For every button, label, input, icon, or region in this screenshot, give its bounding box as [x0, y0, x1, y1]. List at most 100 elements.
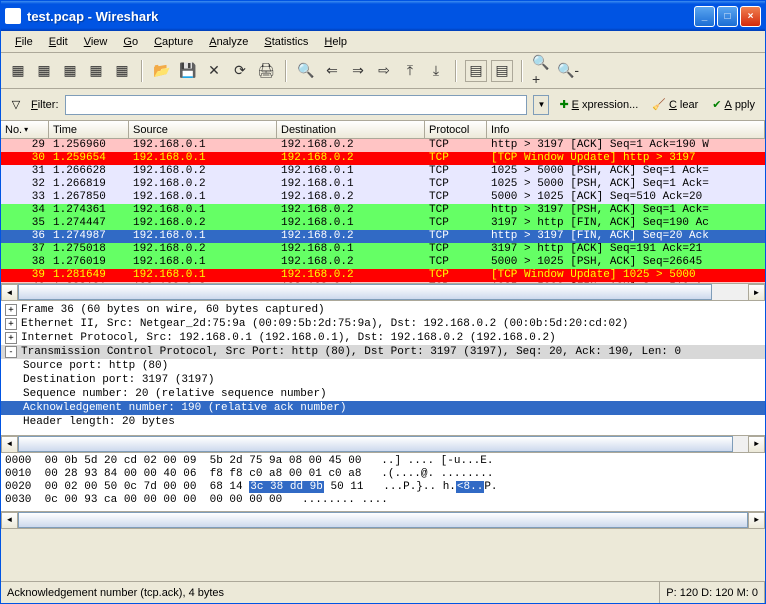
detail-row[interactable]: Destination port: 3197 (3197) [1, 373, 765, 387]
maximize-button[interactable]: □ [717, 6, 738, 27]
tb-sep [521, 60, 523, 82]
detail-row[interactable]: +Frame 36 (60 bytes on wire, 60 bytes ca… [1, 303, 765, 317]
tb-zoomin-icon[interactable]: 🔍+ [531, 60, 553, 82]
expand-icon[interactable]: + [5, 304, 17, 316]
packet-list-scroll-h[interactable]: ◄ ► [1, 283, 765, 300]
minimize-button[interactable]: _ [694, 6, 715, 27]
hex-row[interactable]: 0010 00 28 93 84 00 00 40 06 f8 f8 c0 a8… [5, 468, 761, 481]
menu-capture[interactable]: Capture [146, 34, 201, 50]
detail-row[interactable]: +Ethernet II, Src: Netgear_2d:75:9a (00:… [1, 317, 765, 331]
expand-icon[interactable]: + [5, 332, 17, 344]
scroll-left-icon[interactable]: ◄ [1, 284, 18, 301]
packet-row[interactable]: 321.266819192.168.0.2192.168.0.1TCP1025 … [1, 178, 765, 191]
detail-row[interactable]: Acknowledgement number: 190 (relative ac… [1, 401, 765, 415]
detail-row[interactable]: +Internet Protocol, Src: 192.168.0.1 (19… [1, 331, 765, 345]
scroll-thumb[interactable] [18, 436, 733, 452]
col-protocol[interactable]: Protocol [425, 121, 487, 138]
expand-icon[interactable]: - [5, 346, 17, 358]
clear-button[interactable]: 🧹 Clear [648, 98, 702, 111]
col-info[interactable]: Info [487, 121, 765, 138]
tb-autoscroll-icon[interactable]: ▤ [491, 60, 513, 82]
col-time[interactable]: Time [49, 121, 129, 138]
tb-open-icon[interactable]: 📂 [151, 60, 173, 82]
packet-details-pane: +Frame 36 (60 bytes on wire, 60 bytes ca… [1, 301, 765, 453]
scroll-thumb[interactable] [18, 284, 712, 300]
col-source[interactable]: Source [129, 121, 277, 138]
close-button[interactable]: × [740, 6, 761, 27]
packet-row[interactable]: 361.274987192.168.0.1192.168.0.2TCPhttp … [1, 230, 765, 243]
tb-stop-icon[interactable]: ▦ [85, 60, 107, 82]
col-destination[interactable]: Destination [277, 121, 425, 138]
tb-colorize-icon[interactable]: ▤ [465, 60, 487, 82]
menu-file[interactable]: File [7, 34, 41, 50]
filter-label: Filter: [31, 99, 59, 111]
menu-view[interactable]: View [76, 34, 116, 50]
main-toolbar: ▦ ▦ ▦ ▦ ▦ 📂 💾 ✕ ⟳ 🖨 🔍 ⇐ ⇒ ⇨ ⤒ ⤓ ▤ ▤ 🔍+ 🔍… [1, 53, 765, 89]
menu-statistics[interactable]: Statistics [256, 34, 316, 50]
tb-goto-icon[interactable]: ⇨ [373, 60, 395, 82]
scroll-thumb[interactable] [18, 512, 748, 528]
packet-bytes-pane: 0000 00 0b 5d 20 cd 02 00 09 5b 2d 75 9a… [1, 453, 765, 529]
tb-close-icon[interactable]: ✕ [203, 60, 225, 82]
hex-row[interactable]: 0020 00 02 00 50 0c 7d 00 00 68 14 3c 38… [5, 481, 761, 494]
hex-row[interactable]: 0030 0c 00 93 ca 00 00 00 00 00 00 00 00… [5, 494, 761, 507]
main-window: test.pcap - Wireshark _ □ × File Edit Vi… [0, 0, 766, 604]
status-right: P: 120 D: 120 M: 0 [660, 582, 765, 603]
hex-body[interactable]: 0000 00 0b 5d 20 cd 02 00 09 5b 2d 75 9a… [1, 453, 765, 511]
packet-row[interactable]: 341.274361192.168.0.1192.168.0.2TCPhttp … [1, 204, 765, 217]
expand-icon[interactable]: + [5, 318, 17, 330]
packet-list-body[interactable]: 291.256960192.168.0.1192.168.0.2TCPhttp … [1, 139, 765, 283]
packet-row[interactable]: 351.274447192.168.0.2192.168.0.1TCP3197 … [1, 217, 765, 230]
tb-first-icon[interactable]: ⤒ [399, 60, 421, 82]
tb-interfaces-icon[interactable]: ▦ [7, 60, 29, 82]
app-icon [5, 8, 21, 24]
tb-print-icon[interactable]: 🖨 [255, 60, 277, 82]
details-scroll-h[interactable]: ◄ ► [1, 435, 765, 452]
status-left: Acknowledgement number (tcp.ack), 4 byte… [1, 582, 660, 603]
scroll-right-icon[interactable]: ► [748, 436, 765, 453]
packet-row[interactable]: 311.266628192.168.0.2192.168.0.1TCP1025 … [1, 165, 765, 178]
menu-go[interactable]: Go [115, 34, 146, 50]
scroll-right-icon[interactable]: ► [748, 284, 765, 301]
tb-sep [285, 60, 287, 82]
scroll-right-icon[interactable]: ► [748, 512, 765, 529]
packet-row[interactable]: 331.267850192.168.0.1192.168.0.2TCP5000 … [1, 191, 765, 204]
tb-sep [455, 60, 457, 82]
menu-help[interactable]: Help [316, 34, 355, 50]
filter-input[interactable] [65, 95, 528, 115]
tb-fwd-icon[interactable]: ⇒ [347, 60, 369, 82]
tb-save-icon[interactable]: 💾 [177, 60, 199, 82]
tb-start-icon[interactable]: ▦ [59, 60, 81, 82]
tb-options-icon[interactable]: ▦ [33, 60, 55, 82]
scroll-left-icon[interactable]: ◄ [1, 512, 18, 529]
statusbar: Acknowledgement number (tcp.ack), 4 byte… [1, 581, 765, 603]
hex-scroll-h[interactable]: ◄ ► [1, 511, 765, 528]
tb-reload-icon[interactable]: ⟳ [229, 60, 251, 82]
packet-row[interactable]: 381.276019192.168.0.1192.168.0.2TCP5000 … [1, 256, 765, 269]
tb-last-icon[interactable]: ⤓ [425, 60, 447, 82]
details-body[interactable]: +Frame 36 (60 bytes on wire, 60 bytes ca… [1, 301, 765, 435]
detail-row[interactable]: Sequence number: 20 (relative sequence n… [1, 387, 765, 401]
col-no[interactable]: No. ▾ [1, 121, 49, 138]
packet-row[interactable]: 301.259654192.168.0.1192.168.0.2TCP[TCP … [1, 152, 765, 165]
tb-restart-icon[interactable]: ▦ [111, 60, 133, 82]
filter-icon[interactable]: ▽ [7, 96, 25, 114]
detail-row[interactable]: Header length: 20 bytes [1, 415, 765, 429]
titlebar[interactable]: test.pcap - Wireshark _ □ × [1, 1, 765, 31]
hex-row[interactable]: 0000 00 0b 5d 20 cd 02 00 09 5b 2d 75 9a… [5, 455, 761, 468]
tb-zoomout-icon[interactable]: 🔍- [557, 60, 579, 82]
menu-edit[interactable]: Edit [41, 34, 76, 50]
packet-row[interactable]: 291.256960192.168.0.1192.168.0.2TCPhttp … [1, 139, 765, 152]
menu-analyze[interactable]: Analyze [201, 34, 256, 50]
detail-row[interactable]: -Transmission Control Protocol, Src Port… [1, 345, 765, 359]
scroll-left-icon[interactable]: ◄ [1, 436, 18, 453]
tb-find-icon[interactable]: 🔍 [295, 60, 317, 82]
filter-dropdown[interactable]: ▼ [533, 95, 549, 115]
detail-row[interactable]: Source port: http (80) [1, 359, 765, 373]
tb-sep [141, 60, 143, 82]
tb-back-icon[interactable]: ⇐ [321, 60, 343, 82]
packet-row[interactable]: 391.281649192.168.0.1192.168.0.2TCP[TCP … [1, 269, 765, 282]
expression-button[interactable]: ✚ Expression... [555, 98, 642, 111]
packet-row[interactable]: 371.275018192.168.0.2192.168.0.1TCP3197 … [1, 243, 765, 256]
apply-button[interactable]: ✔ Apply [708, 98, 759, 111]
